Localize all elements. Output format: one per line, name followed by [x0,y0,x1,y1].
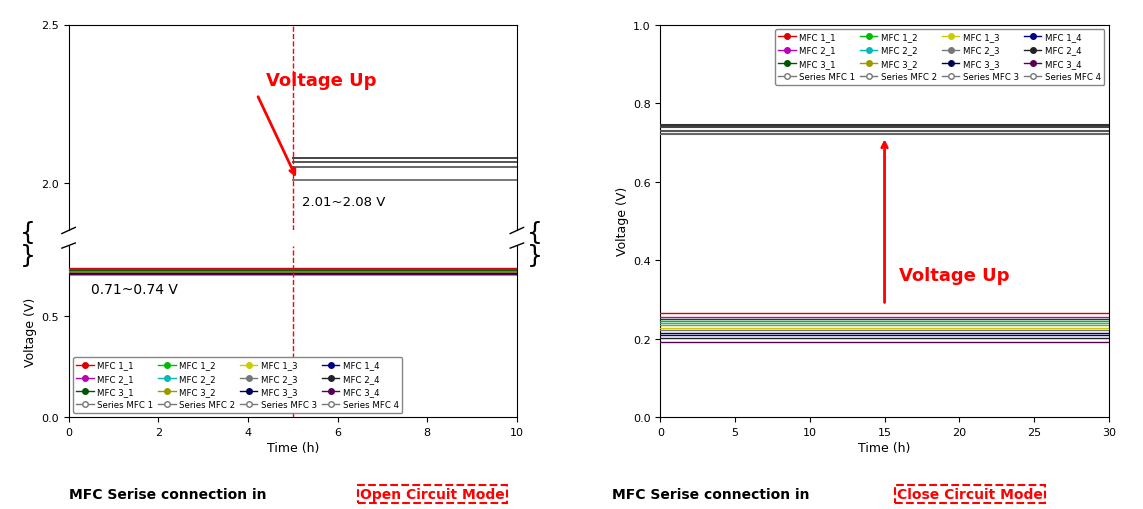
Legend: MFC 1_1, MFC 2_1, MFC 3_1, Series MFC 1, MFC 1_2, MFC 2_2, MFC 3_2, Series MFC 2: MFC 1_1, MFC 2_1, MFC 3_1, Series MFC 1,… [73,357,402,413]
Text: MFC Serise connection in: MFC Serise connection in [69,487,271,501]
Y-axis label: Voltage (V): Voltage (V) [24,297,37,366]
Text: {: { [527,220,543,244]
X-axis label: Time (h): Time (h) [858,441,911,454]
Text: Open Circuit Mode: Open Circuit Mode [360,487,505,501]
Text: }: } [21,244,37,268]
Legend: MFC 1_1, MFC 2_1, MFC 3_1, Series MFC 1, MFC 1_2, MFC 2_2, MFC 3_2, Series MFC 2: MFC 1_1, MFC 2_1, MFC 3_1, Series MFC 1,… [775,30,1104,86]
Text: {: { [21,220,37,244]
Text: Voltage Up: Voltage Up [900,266,1010,284]
Text: }: } [527,244,543,268]
Text: 2.01~2.08 V: 2.01~2.08 V [302,196,385,209]
X-axis label: Time (h): Time (h) [266,441,319,454]
Text: Voltage Up: Voltage Up [266,72,376,90]
Text: MFC Serise connection in: MFC Serise connection in [612,487,814,501]
Text: 0.71~0.74 V: 0.71~0.74 V [91,282,178,296]
Text: Close Circuit Mode: Close Circuit Mode [897,487,1044,501]
Y-axis label: Voltage (V): Voltage (V) [616,187,629,256]
